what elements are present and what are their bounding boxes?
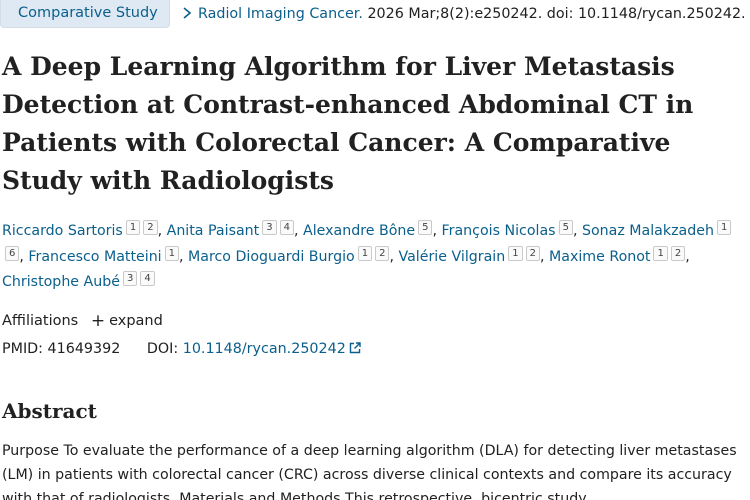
author-item: Christophe Aubé 3 4 bbox=[2, 271, 155, 290]
doi-label: DOI: bbox=[146, 341, 179, 357]
chevron-right-icon bbox=[183, 7, 192, 19]
author-link[interactable]: François Nicolas bbox=[441, 223, 556, 239]
article-type-label: Comparative Study bbox=[18, 5, 158, 21]
affiliation-number[interactable]: 3 bbox=[122, 271, 138, 286]
author-link[interactable]: Christophe Aubé bbox=[2, 274, 120, 290]
affiliation-number[interactable]: 5 bbox=[558, 220, 573, 235]
affiliations-label: Affiliations bbox=[2, 313, 79, 329]
identifiers-row: PMID: 41649392 DOI: 10.1148/rycan.250242 bbox=[2, 339, 361, 359]
journal-link[interactable]: Radiol Imaging Cancer. bbox=[198, 6, 363, 22]
affiliation-number[interactable]: 1 bbox=[357, 245, 373, 261]
pmid-label: PMID: bbox=[2, 341, 43, 357]
author-separator: , bbox=[19, 248, 29, 265]
author-list: Riccardo Sartoris 1 2, Anita Paisant 3 4, Al… bbox=[2, 219, 747, 296]
author-separator: , bbox=[157, 223, 167, 239]
affiliation-number[interactable]: 5 bbox=[418, 220, 433, 235]
affiliation-number[interactable]: 6 bbox=[5, 245, 20, 261]
pmid-value: 41649392 bbox=[47, 341, 121, 357]
author-separator: , bbox=[293, 223, 303, 239]
affiliation-number[interactable]: 2 bbox=[375, 245, 390, 261]
author-item: François Nicolas 5 bbox=[441, 220, 573, 239]
affiliation-number[interactable]: 2 bbox=[670, 245, 686, 261]
author-separator: , bbox=[179, 248, 189, 265]
author-link[interactable]: Francesco Matteini bbox=[28, 248, 162, 265]
author-link[interactable]: Anita Paisant bbox=[166, 223, 260, 239]
citation-details: 2026 Mar;8(2):e250242. doi: 10.1148/ryca… bbox=[362, 6, 746, 22]
article-type-badge: Comparative Study bbox=[0, 0, 170, 28]
author-item: Valérie Vilgrain 1 2 bbox=[398, 245, 540, 265]
citation: Radiol Imaging Cancer. 2026 Mar;8(2):e25… bbox=[198, 4, 746, 24]
doi-link[interactable]: 10.1148/rycan.250242 bbox=[183, 341, 361, 357]
author-link[interactable]: Maxime Ronot bbox=[549, 248, 651, 265]
affiliation-number[interactable]: 1 bbox=[125, 220, 141, 235]
author-link[interactable]: Valérie Vilgrain bbox=[398, 248, 506, 265]
author-separator: , bbox=[685, 248, 690, 265]
article-title: A Deep Learning Algorithm for Liver Meta… bbox=[2, 52, 694, 195]
author-item: Anita Paisant 3 4 bbox=[166, 220, 294, 239]
author-separator: , bbox=[389, 248, 399, 265]
author-item: Alexandre Bône 5 bbox=[303, 220, 433, 239]
author-link[interactable]: Riccardo Sartoris bbox=[2, 223, 123, 239]
affiliation-number[interactable]: 1 bbox=[164, 245, 180, 261]
author-link[interactable]: Sonaz Malakzadeh bbox=[581, 223, 714, 239]
affiliations-row: Affiliations + expand bbox=[2, 311, 163, 331]
external-link-icon bbox=[349, 342, 361, 354]
affiliation-number[interactable]: 1 bbox=[716, 220, 732, 235]
author-item: Maxime Ronot 1 2 bbox=[549, 245, 686, 265]
author-separator: , bbox=[572, 223, 582, 239]
abstract-heading: Abstract bbox=[2, 399, 97, 423]
author-link[interactable]: Marco Dioguardi Burgio bbox=[188, 248, 355, 265]
expand-affiliations-button[interactable]: + expand bbox=[90, 311, 163, 331]
author-separator: , bbox=[539, 248, 550, 265]
author-item: Marco Dioguardi Burgio 1 2 bbox=[188, 245, 390, 265]
affiliation-number[interactable]: 2 bbox=[143, 220, 158, 235]
author-item: Riccardo Sartoris 1 2 bbox=[2, 220, 158, 239]
affiliation-number[interactable]: 1 bbox=[508, 245, 523, 261]
expand-label: expand bbox=[109, 313, 163, 329]
plus-icon: + bbox=[90, 311, 106, 331]
affiliation-number[interactable]: 2 bbox=[525, 245, 540, 261]
affiliation-number[interactable]: 3 bbox=[262, 220, 277, 235]
abstract-text: Purpose To evaluate the performance of a… bbox=[2, 443, 737, 500]
affiliation-number[interactable]: 4 bbox=[279, 220, 294, 235]
author-item: Francesco Matteini 1 bbox=[28, 245, 180, 265]
affiliation-number[interactable]: 4 bbox=[140, 271, 155, 286]
citation-bar: Comparative Study Radiol Imaging Cancer.… bbox=[0, 0, 750, 30]
author-link[interactable]: Alexandre Bône bbox=[303, 223, 416, 239]
affiliation-number[interactable]: 1 bbox=[653, 245, 668, 261]
doi-value: 10.1148/rycan.250242 bbox=[182, 341, 346, 357]
author-separator: , bbox=[432, 223, 442, 239]
author-item: Sonaz Malakzadeh 16 bbox=[2, 220, 732, 265]
